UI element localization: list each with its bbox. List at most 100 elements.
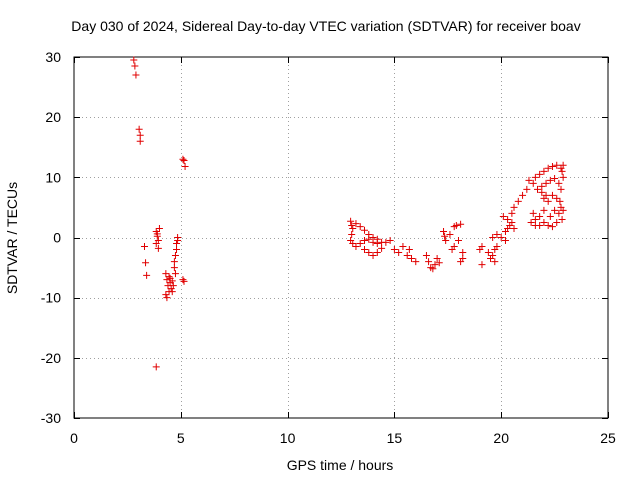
data-point	[544, 164, 552, 172]
data-point	[348, 221, 356, 229]
data-point	[369, 238, 377, 246]
data-point	[484, 249, 492, 257]
data-point	[360, 226, 368, 234]
data-point	[497, 234, 505, 241]
data-point	[179, 276, 187, 284]
data-point	[347, 217, 355, 225]
data-point	[352, 220, 360, 228]
data-point	[152, 363, 160, 371]
data-point	[130, 56, 138, 64]
data-point	[546, 176, 554, 184]
data-point	[557, 185, 565, 193]
data-point	[544, 221, 552, 229]
y-axis-label: SDTVAR / TECUs	[4, 182, 20, 294]
data-point	[493, 230, 501, 238]
data-point	[534, 185, 542, 193]
data-point	[179, 155, 187, 163]
data-point	[553, 194, 561, 202]
data-point	[399, 243, 407, 251]
data-point	[559, 206, 567, 214]
chart-title: Day 030 of 2024, Sidereal Day-to-day VTE…	[71, 18, 580, 34]
x-tick-label: 25	[600, 430, 616, 446]
data-point	[429, 265, 437, 273]
data-point	[180, 277, 188, 285]
data-points	[130, 56, 567, 371]
data-point	[540, 206, 548, 214]
data-point	[558, 167, 566, 175]
data-point	[365, 249, 373, 257]
data-point	[555, 209, 563, 217]
data-point	[360, 237, 368, 245]
data-point	[407, 255, 415, 263]
data-point	[553, 218, 561, 226]
data-point	[499, 212, 507, 220]
data-point	[435, 259, 443, 267]
data-point	[425, 258, 433, 266]
data-point	[136, 137, 144, 145]
data-point	[360, 246, 368, 254]
data-point	[135, 125, 143, 133]
x-tick-labels: 0 5 10 15 20 25	[70, 430, 616, 446]
x-tick-label: 15	[387, 430, 403, 446]
data-point	[452, 221, 460, 229]
data-point	[548, 223, 556, 231]
data-point	[390, 246, 398, 254]
data-point	[546, 212, 554, 220]
y-tick-labels: -30 -20 -10 0 10 20 30	[41, 49, 61, 426]
x-tick-label: 0	[70, 430, 78, 446]
data-point	[171, 252, 179, 260]
data-point	[378, 244, 386, 252]
data-point	[173, 246, 181, 254]
plot-frame	[73, 56, 609, 419]
data-point	[155, 224, 163, 232]
data-point	[405, 246, 413, 254]
data-point	[136, 131, 144, 139]
data-point	[153, 230, 161, 238]
data-point	[525, 176, 533, 184]
data-point	[386, 237, 394, 245]
data-point	[356, 240, 364, 248]
data-point	[536, 212, 544, 220]
data-point	[433, 255, 441, 263]
data-point	[395, 249, 403, 257]
data-point	[162, 291, 170, 299]
data-point	[431, 261, 439, 269]
y-tick-label: 10	[45, 169, 61, 185]
x-axis-label: GPS time / hours	[287, 457, 394, 473]
x-tick-label: 20	[493, 430, 509, 446]
data-point	[352, 243, 360, 251]
data-point	[540, 218, 548, 226]
data-point	[531, 173, 539, 181]
x-tick-label: 5	[177, 430, 185, 446]
y-tick-label: 30	[45, 49, 61, 65]
data-point	[165, 273, 173, 281]
data-point	[559, 161, 567, 169]
data-point	[508, 209, 516, 217]
data-point	[548, 163, 556, 171]
data-point	[163, 294, 171, 302]
data-point	[174, 237, 182, 245]
data-point	[551, 206, 559, 214]
data-point	[556, 197, 564, 205]
data-point	[181, 163, 189, 171]
data-point	[382, 238, 390, 246]
data-point	[457, 220, 465, 228]
data-point	[459, 249, 467, 257]
y-tick-label: 0	[53, 230, 61, 246]
data-point	[542, 191, 550, 199]
data-point	[548, 191, 556, 199]
data-point	[154, 244, 162, 252]
data-point	[412, 258, 420, 266]
data-point	[489, 252, 497, 260]
data-point	[440, 227, 448, 235]
data-point	[142, 259, 150, 267]
data-point	[373, 240, 381, 248]
data-point	[559, 173, 567, 181]
data-point	[441, 232, 449, 240]
data-point	[510, 224, 518, 232]
data-point	[169, 282, 177, 290]
data-point	[143, 271, 151, 279]
data-point	[519, 191, 527, 199]
data-point	[514, 197, 522, 205]
